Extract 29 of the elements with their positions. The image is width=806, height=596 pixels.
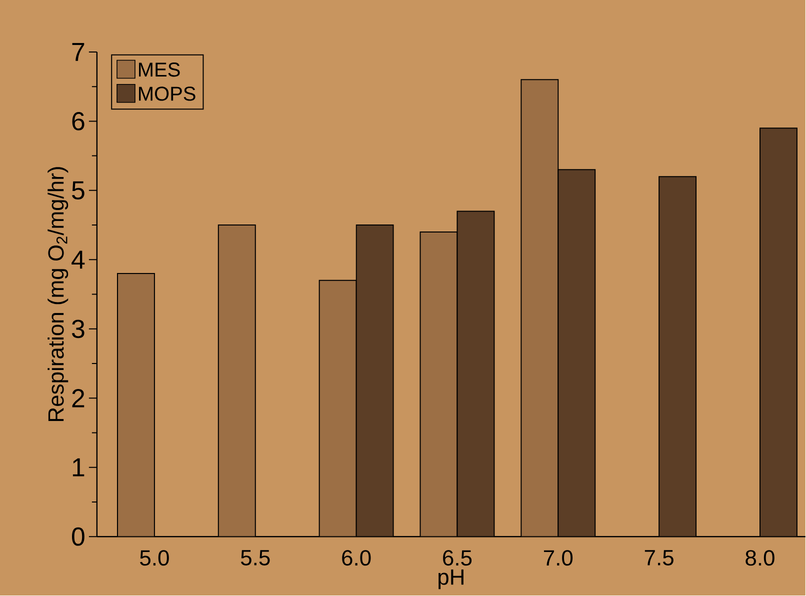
bar	[558, 169, 596, 537]
y-tick-label: 4	[72, 250, 85, 269]
y-tick-label: 2	[72, 389, 84, 408]
bar	[658, 176, 697, 537]
y-tick-label: 1	[72, 458, 84, 477]
bar	[318, 280, 357, 537]
x-tick-label: 7.5	[644, 550, 674, 566]
bar	[456, 210, 495, 537]
y-tick-label: 6	[72, 112, 84, 131]
y-tick-label: 5	[72, 182, 84, 200]
x-tick-label: 8.0	[746, 550, 774, 566]
y-tick-label: 3	[72, 320, 84, 338]
y-axis-title: Respiration (mg O$_{2}$/mg/hr)	[48, 167, 68, 422]
bar	[116, 273, 155, 537]
x-tick-label: 5.5	[240, 550, 270, 566]
x-tick-label: 6.0	[342, 550, 371, 566]
legend-label: MOPS	[139, 86, 196, 102]
x-tick-label: 5.0	[140, 550, 169, 566]
bar	[218, 224, 256, 537]
legend-label: MES	[139, 62, 180, 77]
bar	[520, 79, 559, 537]
bar	[420, 232, 458, 537]
y-tick-label: 7	[72, 43, 84, 62]
x-tick-label: 7.0	[544, 550, 573, 566]
bar	[356, 224, 394, 537]
x-axis-title: pH	[438, 570, 464, 590]
x-tick-label: 6.5	[443, 550, 472, 566]
bar	[759, 128, 798, 537]
y-tick-label: 0	[72, 528, 84, 546]
